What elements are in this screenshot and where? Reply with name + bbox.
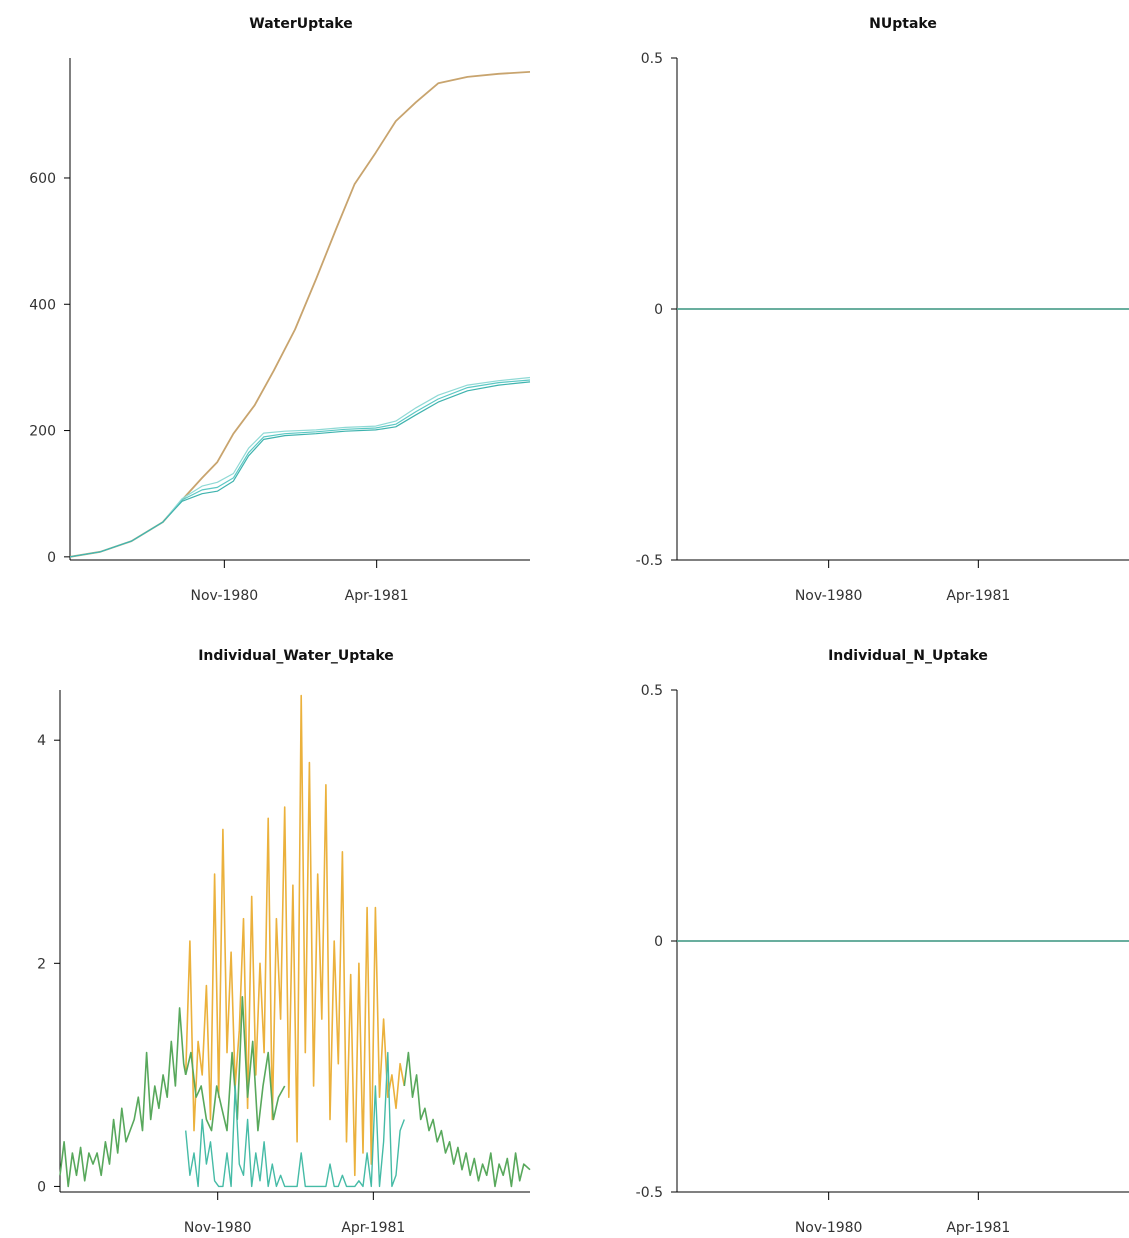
individual-n-uptake-y-tick-label: -0.5 xyxy=(636,1185,663,1201)
water-uptake-y-tick-label: 0 xyxy=(47,550,56,566)
water-uptake-y-tick-label: 200 xyxy=(29,424,56,440)
water-uptake-series-line-3 xyxy=(69,381,531,558)
water-uptake-x-tick-label: Nov-1980 xyxy=(191,588,259,604)
n-uptake-title: NUptake xyxy=(869,16,937,32)
individual-n-uptake-x-tick-label: Nov-1980 xyxy=(795,1220,863,1236)
water-uptake-title: WaterUptake xyxy=(249,16,352,32)
individual-n-uptake-title: Individual_N_Uptake xyxy=(828,648,988,664)
n-uptake-x-tick-label: Nov-1980 xyxy=(795,588,863,604)
water-uptake-y-tick-label: 400 xyxy=(29,297,56,313)
individual-water-uptake-series-line-2 xyxy=(403,1051,531,1188)
individual-water-uptake-series-line-0 xyxy=(184,694,406,1177)
individual-water-uptake-series-line-1 xyxy=(59,1007,187,1188)
n-uptake-y-tick-label: -0.5 xyxy=(636,553,663,569)
individual-water-uptake-x-tick-label: Apr-1981 xyxy=(341,1220,405,1236)
individual-n-uptake-y-tick-label: 0.5 xyxy=(641,683,663,699)
individual-water-uptake-y-tick-label: 2 xyxy=(37,956,46,972)
n-uptake-x-tick-label: Apr-1981 xyxy=(946,588,1010,604)
water-uptake-series-line-2 xyxy=(69,376,531,558)
individual-n-uptake-x-tick-label: Apr-1981 xyxy=(946,1220,1010,1236)
n-uptake-y-tick-label: 0 xyxy=(654,302,663,318)
chart-panel-water-uptake: WaterUptake 0 200 400 600 Nov-1980 Apr-1981 xyxy=(29,16,531,604)
water-uptake-series-line-0 xyxy=(69,71,531,558)
chart-panel-n-uptake: NUptake -0.5 0 0.5 Nov-1980 Apr-1981 xyxy=(636,16,1129,604)
n-uptake-y-tick-label: 0.5 xyxy=(641,51,663,67)
individual-n-uptake-y-tick-label: 0 xyxy=(654,934,663,950)
individual-water-uptake-x-tick-label: Nov-1980 xyxy=(184,1220,252,1236)
water-uptake-series-line-1 xyxy=(69,379,531,558)
individual-water-uptake-title: Individual_Water_Uptake xyxy=(198,648,394,664)
water-uptake-x-tick-label: Apr-1981 xyxy=(345,588,409,604)
individual-water-uptake-y-tick-label: 4 xyxy=(37,733,46,749)
chart-panel-individual-n-uptake: Individual_N_Uptake -0.5 0 0.5 Nov-1980 Apr-1… xyxy=(636,648,1129,1236)
water-uptake-y-tick-label: 600 xyxy=(29,171,56,187)
individual-water-uptake-y-tick-label: 0 xyxy=(37,1179,46,1195)
individual-water-uptake-series-line-4 xyxy=(185,1051,405,1188)
chart-panel-individual-water-uptake: Individual_Water_Uptake 0 2 4 Nov-1980 Apr-19… xyxy=(37,648,531,1236)
